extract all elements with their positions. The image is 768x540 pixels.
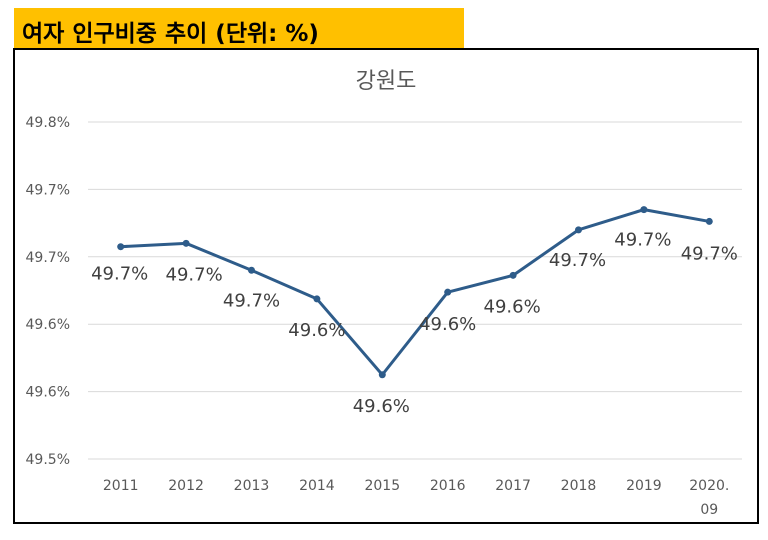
y-tick-label: 49.8% [26, 115, 70, 131]
y-tick-label: 49.7% [26, 182, 70, 198]
data-label: 49.6% [484, 296, 541, 317]
data-point [182, 239, 190, 247]
x-tick-label: 2017 [495, 478, 531, 494]
header-band [14, 8, 464, 48]
data-point [117, 243, 125, 251]
data-label: 49.6% [288, 320, 345, 341]
data-point [705, 217, 713, 225]
x-tick-label: 09 [700, 502, 718, 518]
y-tick-label: 49.7% [26, 250, 70, 266]
series-line [120, 208, 710, 377]
x-tick-label: 2013 [234, 478, 270, 494]
data-label: 49.7% [91, 264, 148, 285]
x-tick-label: 2015 [364, 478, 400, 494]
x-tick-label: 2012 [168, 478, 204, 494]
x-tick-label: 2011 [103, 478, 139, 494]
x-tick-label: 2014 [299, 478, 335, 494]
data-label: 49.6% [353, 396, 410, 417]
y-tick-label: 49.5% [26, 452, 70, 468]
data-label: 49.7% [166, 264, 223, 285]
data-label: 49.7% [681, 243, 738, 264]
data-point [378, 371, 386, 379]
data-label: 49.7% [223, 290, 280, 311]
page-title: 여자 인구비중 추이 (단위: %) [22, 21, 319, 47]
data-label: 49.7% [614, 230, 671, 251]
chart-frame [13, 48, 759, 524]
data-point [313, 295, 321, 303]
data-point [640, 206, 648, 214]
y-tick-label: 49.6% [26, 317, 70, 333]
data-label: 49.7% [549, 250, 606, 271]
data-point [444, 288, 452, 296]
x-tick-label: 2019 [626, 478, 662, 494]
x-tick-label: 2018 [561, 478, 597, 494]
data-label: 49.6% [419, 314, 476, 335]
x-tick-label: 2016 [430, 478, 466, 494]
data-point [575, 226, 582, 234]
data-point [509, 271, 517, 279]
data-point [248, 266, 255, 274]
y-tick-label: 49.6% [26, 385, 70, 401]
chart-title: 강원도 [356, 69, 417, 94]
x-tick-label: 2020. [689, 478, 729, 494]
